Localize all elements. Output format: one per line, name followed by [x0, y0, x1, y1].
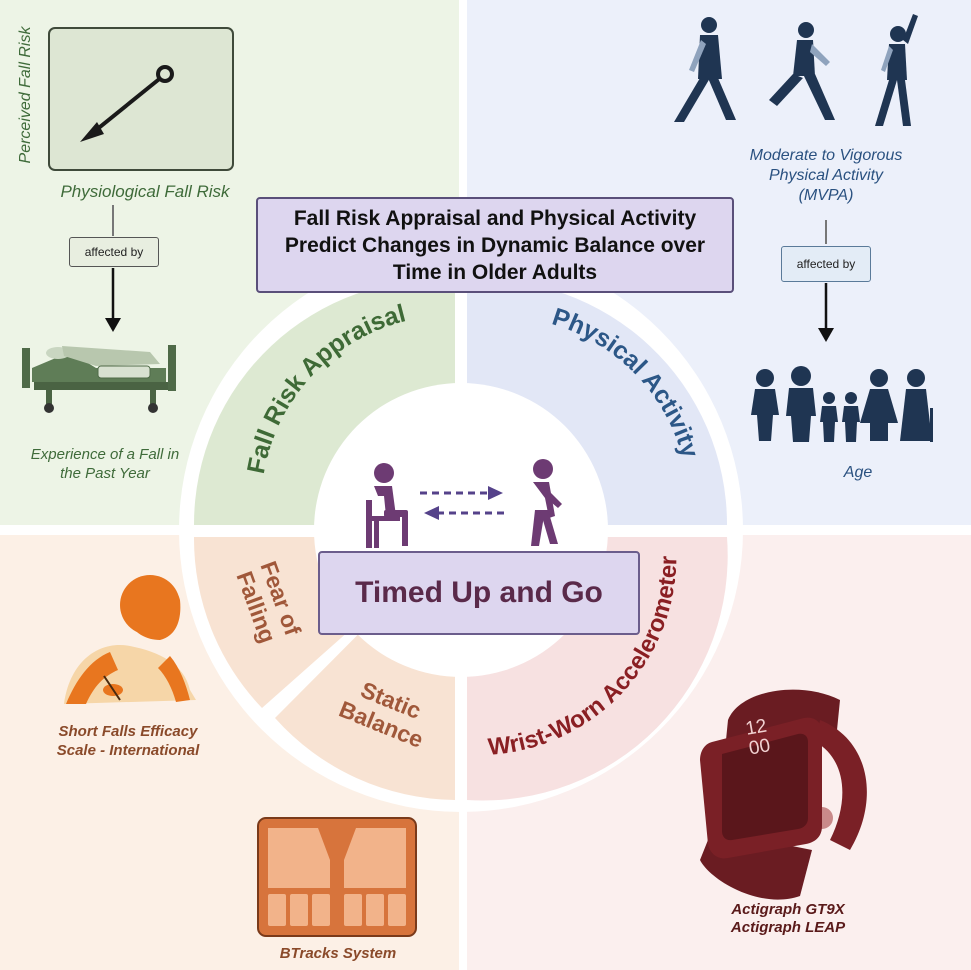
running-woman-icon — [769, 22, 835, 120]
caption-physiological-fall-risk: Physiological Fall Risk — [60, 182, 230, 201]
down-arrow-icon — [818, 283, 834, 342]
caption-perceived-fall-risk: Perceived Fall Risk — [17, 26, 34, 164]
down-arrow-icon — [105, 268, 121, 332]
caption-experience-line2: the Past Year — [60, 465, 150, 482]
caption-experience-of-fall: Experience of a Fall in the Past Year — [10, 445, 200, 483]
caption-sfes-i: Short Falls Efficacy Scale - Internation… — [28, 722, 228, 760]
caption-mvpa-line3: (MVPA) — [798, 187, 854, 204]
caption-btracks-system: BTracks System — [279, 945, 397, 962]
age-group-icon — [751, 366, 933, 442]
center-label-timed-up-and-go: Timed Up and Go — [318, 551, 640, 635]
caption-sfes-line2: Scale - International — [56, 742, 200, 759]
caption-actigraph-line2: Actigraph LEAP — [730, 919, 846, 936]
caption-age: Age — [843, 464, 873, 481]
smartwatch-icon — [700, 689, 867, 900]
walking-man-icon — [674, 17, 736, 122]
fall-risk-graph-icon — [48, 27, 234, 171]
caption-experience-line1: Experience of a Fall in — [30, 446, 180, 463]
badge-affected-by: affected by — [781, 246, 871, 282]
arrow-left-icon — [424, 506, 505, 520]
caption-sfes-line1: Short Falls Efficacy — [58, 723, 198, 740]
person-writing-icon — [64, 575, 196, 704]
caption-mvpa: Moderate to Vigorous Physical Activity (… — [708, 146, 944, 206]
badge-affected-by: affected by — [69, 237, 159, 267]
walking-person-icon — [531, 459, 562, 546]
diagram-title: Fall Risk Appraisal and Physical Activit… — [256, 197, 734, 293]
caption-actigraph: Actigraph GT9X Actigraph LEAP — [698, 901, 878, 937]
caption-actigraph-line1: Actigraph GT9X — [731, 901, 845, 918]
btracks-platform-icon — [257, 817, 417, 937]
hospital-bed-icon — [22, 345, 176, 413]
arrow-right-icon — [420, 486, 503, 500]
sitting-person-icon — [366, 463, 408, 548]
caption-mvpa-line1: Moderate to Vigorous — [749, 147, 903, 164]
caption-mvpa-line2: Physical Activity — [768, 167, 884, 184]
stretching-woman-icon — [875, 14, 918, 126]
